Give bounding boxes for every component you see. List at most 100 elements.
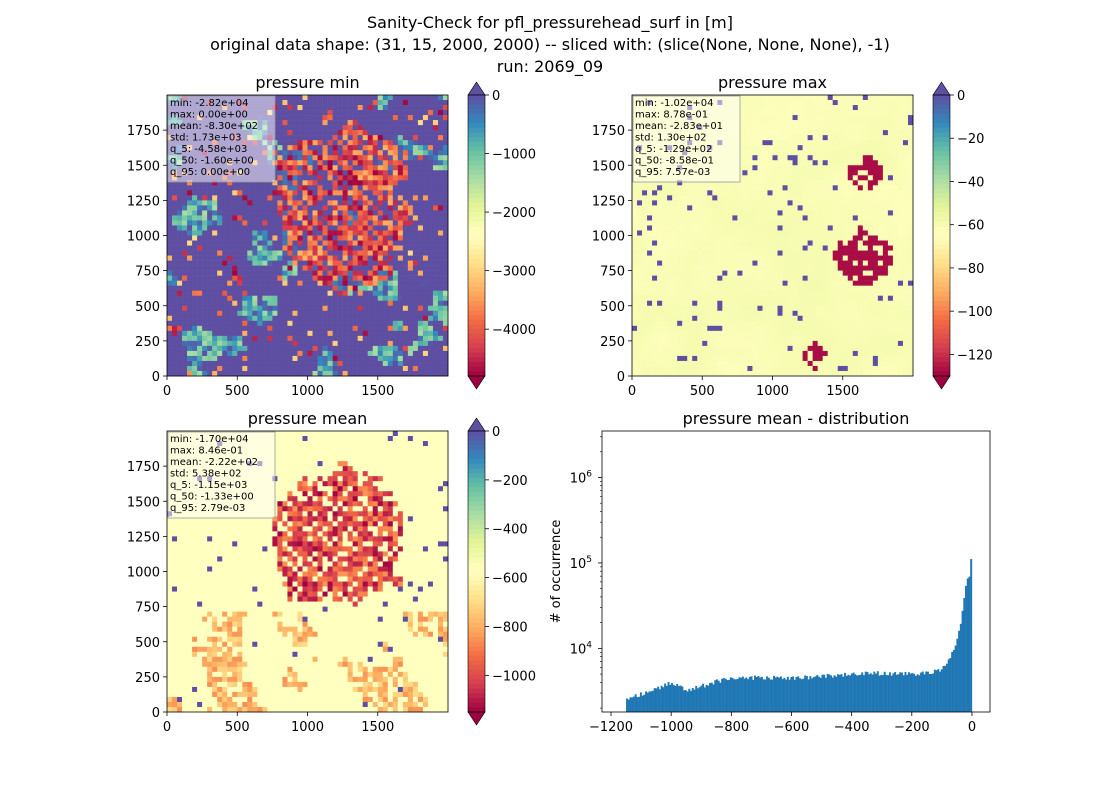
heatmap-cell [312,305,318,312]
heatmap-cell [257,320,263,327]
heatmap-cell [252,315,258,322]
heatmap-cell [812,105,818,111]
heatmap-cell [657,185,663,191]
heatmap-cell [322,135,328,141]
heatmap-cell [397,125,404,131]
heatmap-cell [272,195,278,201]
heatmap-cell [847,135,854,141]
heatmap-cell [322,350,328,357]
heatmap-cell [362,150,369,156]
heatmap-cell [242,305,248,312]
heatmap-cell [852,165,859,171]
heatmap-cell [187,260,193,266]
heatmap-cell [317,210,323,216]
heatmap-cell [342,365,348,372]
heatmap-cell [247,215,253,221]
heatmap-cell [847,195,854,201]
heatmap-cell [797,200,803,206]
heatmap-cell [177,275,183,281]
heatmap-cell [417,280,424,286]
heatmap-cell [277,235,283,241]
heatmap-cell [777,230,783,236]
heatmap-cell [202,330,208,337]
heatmap-cell [252,265,258,271]
heatmap-cell [752,210,758,216]
heatmap-cell [217,230,223,236]
heatmap-cell [392,210,399,216]
heatmap-cell [732,240,738,246]
heatmap-cell [382,180,389,186]
heatmap-cell [372,245,379,251]
colorbar-segment [468,371,485,377]
heatmap-cell [252,320,258,327]
heatmap-cell [392,335,399,342]
heatmap-cell [377,135,384,141]
heatmap-cell [167,260,173,266]
heatmap-cell [307,350,313,357]
heatmap-cell [657,180,663,186]
colorbar-segment [468,305,485,311]
heatmap-cell [732,215,738,221]
heatmap-cell [882,205,889,211]
heatmap-cell [372,230,379,236]
heatmap-cell [372,175,379,181]
heatmap-cell [812,225,818,231]
heatmap-cell [752,195,758,201]
heatmap-cell [347,155,353,161]
heatmap-cell [192,305,198,312]
heatmap-cell [677,185,683,191]
heatmap-cell [692,220,698,226]
heatmap-cell [817,140,823,146]
heatmap-cell [432,215,439,221]
heatmap-cell [167,310,173,317]
heatmap-cell [342,160,348,166]
heatmap-cell [777,225,783,231]
heatmap-cell [877,140,884,146]
heatmap-cell [262,200,268,206]
heatmap-cell [882,235,889,241]
heatmap-cell [682,225,688,231]
heatmap-cell [377,350,384,357]
heatmap-cell [392,180,399,186]
heatmap-cell [317,175,323,181]
heatmap-cell [902,145,909,151]
heatmap-cell [377,145,384,151]
heatmap-cell [257,310,263,317]
heatmap-cell [317,155,323,161]
heatmap-cell [432,225,439,231]
heatmap-cell [247,315,253,322]
heatmap-cell [342,285,348,291]
heatmap-cell [172,350,178,357]
heatmap-cell [412,290,419,297]
heatmap-cell [837,205,844,211]
heatmap-cell [442,215,449,221]
heatmap-cell [232,270,238,276]
heatmap-cell [382,95,389,101]
heatmap-cell [327,280,333,286]
heatmap-cell [382,250,389,256]
heatmap-cell [402,225,409,231]
heatmap-cell [857,150,864,156]
heatmap-cell [777,115,783,121]
heatmap-cell [347,255,353,261]
heatmap-cell [822,200,828,206]
heatmap-cell [292,225,298,231]
heatmap-cell [367,150,374,156]
heatmap-cell [632,185,638,191]
heatmap-cell [832,140,839,146]
heatmap-cell [837,215,844,221]
heatmap-cell [902,180,909,186]
heatmap-cell [362,215,369,221]
heatmap-cell [337,285,343,291]
heatmap-cell [702,195,708,201]
heatmap-cell [172,320,178,327]
heatmap-cell [337,320,343,327]
heatmap-cell [817,195,823,201]
colorbar-segment [468,99,485,105]
heatmap-cell [382,115,389,121]
heatmap-cell [397,110,404,116]
heatmap-cell [322,345,328,352]
heatmap-cell [197,200,203,206]
heatmap-cell [722,185,728,191]
heatmap-cell [787,180,793,186]
